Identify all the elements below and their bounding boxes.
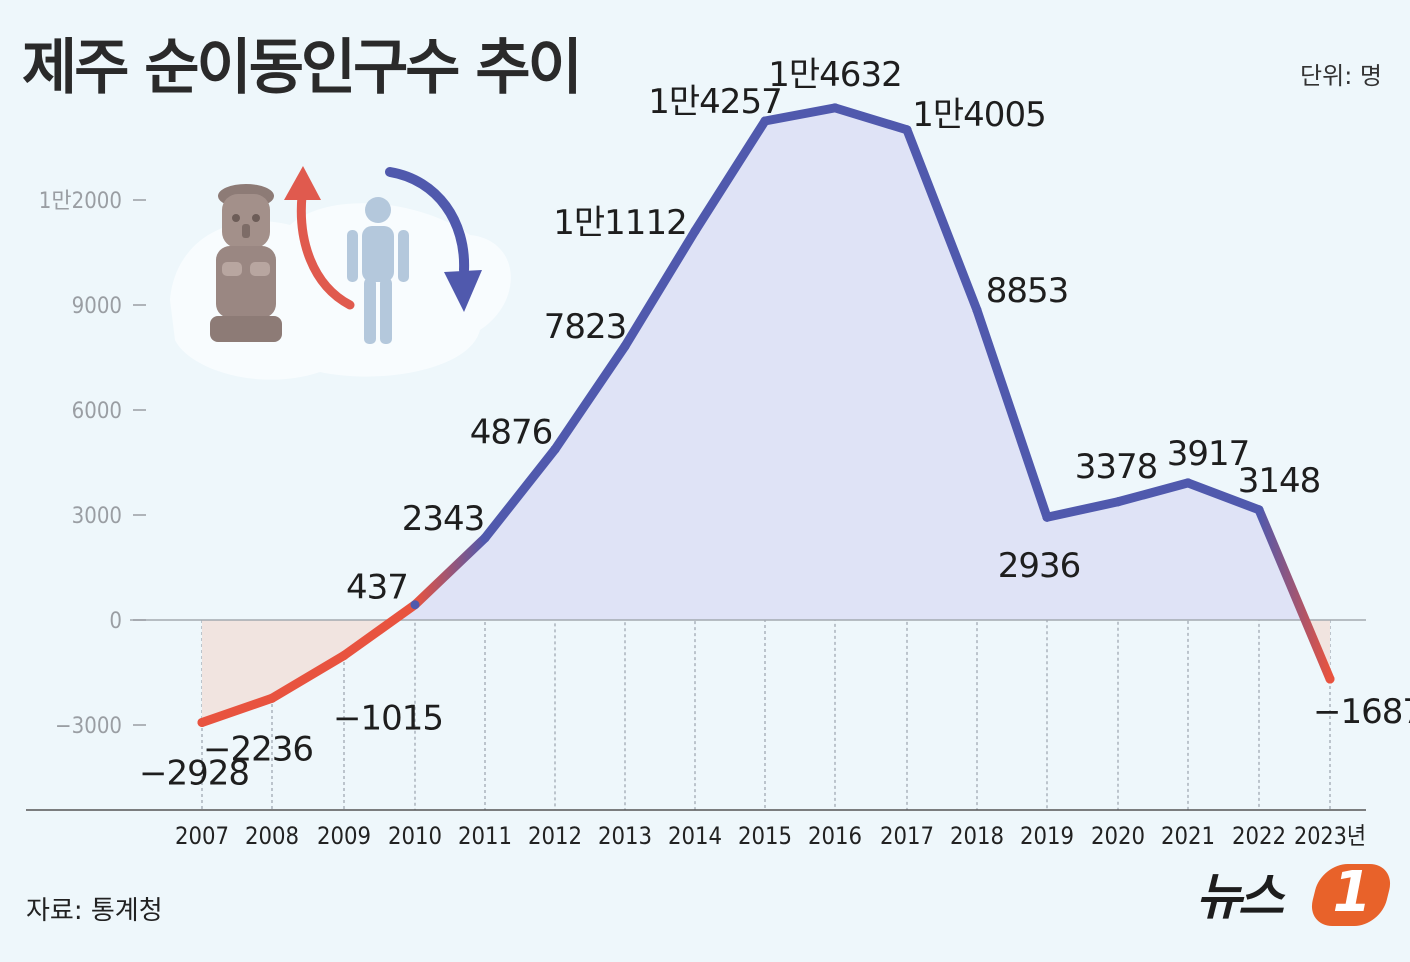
unit-label: 단위: 명 xyxy=(1300,62,1382,90)
series-line-segment xyxy=(197,693,277,727)
x-tick-label: 2023년 xyxy=(1294,822,1366,850)
series-line-segment xyxy=(830,103,912,135)
x-tick-label: 2022 xyxy=(1232,822,1286,850)
series-line-segment xyxy=(972,305,1052,522)
y-tick-label: 6000 xyxy=(72,399,122,424)
data-point xyxy=(972,305,982,315)
data-point xyxy=(267,693,277,703)
series-line-segment xyxy=(480,444,560,543)
x-tick-label: 2008 xyxy=(245,822,299,850)
x-tick-label: 2021 xyxy=(1161,822,1215,850)
data-point xyxy=(1254,505,1264,515)
y-tick-label: 1만2000 xyxy=(39,189,122,214)
x-tick-label: 2017 xyxy=(880,822,934,850)
news1-logo: 뉴스 1 xyxy=(1196,860,1396,940)
data-point xyxy=(480,533,490,543)
data-label: −1015 xyxy=(333,699,443,739)
person-icon xyxy=(347,197,409,344)
x-tick-label: 2016 xyxy=(808,822,862,850)
x-tick-label: 2018 xyxy=(950,822,1004,850)
x-tick-label: 2011 xyxy=(458,822,512,850)
data-label: 7823 xyxy=(544,307,627,347)
data-label: 1만1112 xyxy=(553,203,686,243)
data-label: 3378 xyxy=(1075,447,1158,487)
series-line-segment xyxy=(267,651,349,703)
x-tick-label: 2010 xyxy=(388,822,442,850)
series-line-segment xyxy=(690,116,770,236)
series-line-segment xyxy=(620,226,700,351)
data-point xyxy=(690,226,700,236)
data-label: −1687 xyxy=(1313,692,1410,732)
data-label: 3148 xyxy=(1238,461,1321,501)
series-line-segment xyxy=(902,125,982,315)
data-label: 1만4257 xyxy=(648,82,781,122)
x-tick-label: 2019 xyxy=(1020,822,1074,850)
y-tick-label: 9000 xyxy=(72,294,122,319)
illustration xyxy=(170,166,511,380)
x-tick-label: 2015 xyxy=(738,822,792,850)
x-tick-label: 2020 xyxy=(1091,822,1145,850)
series-line-segment xyxy=(760,103,840,126)
data-label: 2343 xyxy=(402,499,485,539)
data-label: 4876 xyxy=(470,412,553,452)
logo-text: 뉴스 xyxy=(1196,868,1284,926)
data-point xyxy=(410,600,420,610)
series-line-segment xyxy=(1113,478,1193,507)
data-point xyxy=(830,103,840,113)
data-point xyxy=(1042,512,1052,522)
series-line-segment xyxy=(550,341,630,454)
data-point xyxy=(1183,478,1193,488)
data-point xyxy=(1113,497,1123,507)
data-point xyxy=(902,125,912,135)
y-tick-label: 0 xyxy=(109,609,122,634)
y-tick-label: 3000 xyxy=(72,504,122,529)
logo-badge-number: 1 xyxy=(1332,860,1372,925)
source-label: 자료: 통계청 xyxy=(26,896,163,926)
data-point xyxy=(339,651,349,661)
data-label: 1만4005 xyxy=(912,95,1045,135)
data-label: 1만4632 xyxy=(768,55,901,95)
page-title: 제주 순이동인구수 추이 xyxy=(22,33,583,103)
data-point xyxy=(550,444,560,454)
x-tick-label: 2014 xyxy=(668,822,722,850)
statue-icon xyxy=(210,184,282,342)
data-label: −2928 xyxy=(139,753,249,793)
series-line-segment xyxy=(1042,497,1123,522)
series-line-segment xyxy=(339,600,420,661)
series-line-segment xyxy=(1183,478,1264,515)
negative-area xyxy=(202,620,394,723)
data-point xyxy=(197,717,207,727)
x-tick-label: 2013 xyxy=(598,822,652,850)
data-point xyxy=(620,341,630,351)
data-label: 437 xyxy=(346,568,408,608)
data-label: 3917 xyxy=(1167,434,1250,474)
x-tick-label: 2009 xyxy=(317,822,371,850)
y-tick-label: −3000 xyxy=(55,714,122,739)
positive-area xyxy=(393,107,1306,620)
series-line-segment xyxy=(410,533,490,610)
data-label: 8853 xyxy=(986,271,1069,311)
series-line-segment xyxy=(1254,505,1335,684)
arrow-down-icon xyxy=(385,167,482,312)
arrow-up-icon xyxy=(284,166,355,310)
data-point xyxy=(1325,674,1335,684)
x-tick-label: 2007 xyxy=(175,822,229,850)
data-label: 2936 xyxy=(998,546,1081,586)
x-tick-label: 2012 xyxy=(528,822,582,850)
data-label: −2236 xyxy=(203,729,313,769)
data-point xyxy=(760,116,770,126)
